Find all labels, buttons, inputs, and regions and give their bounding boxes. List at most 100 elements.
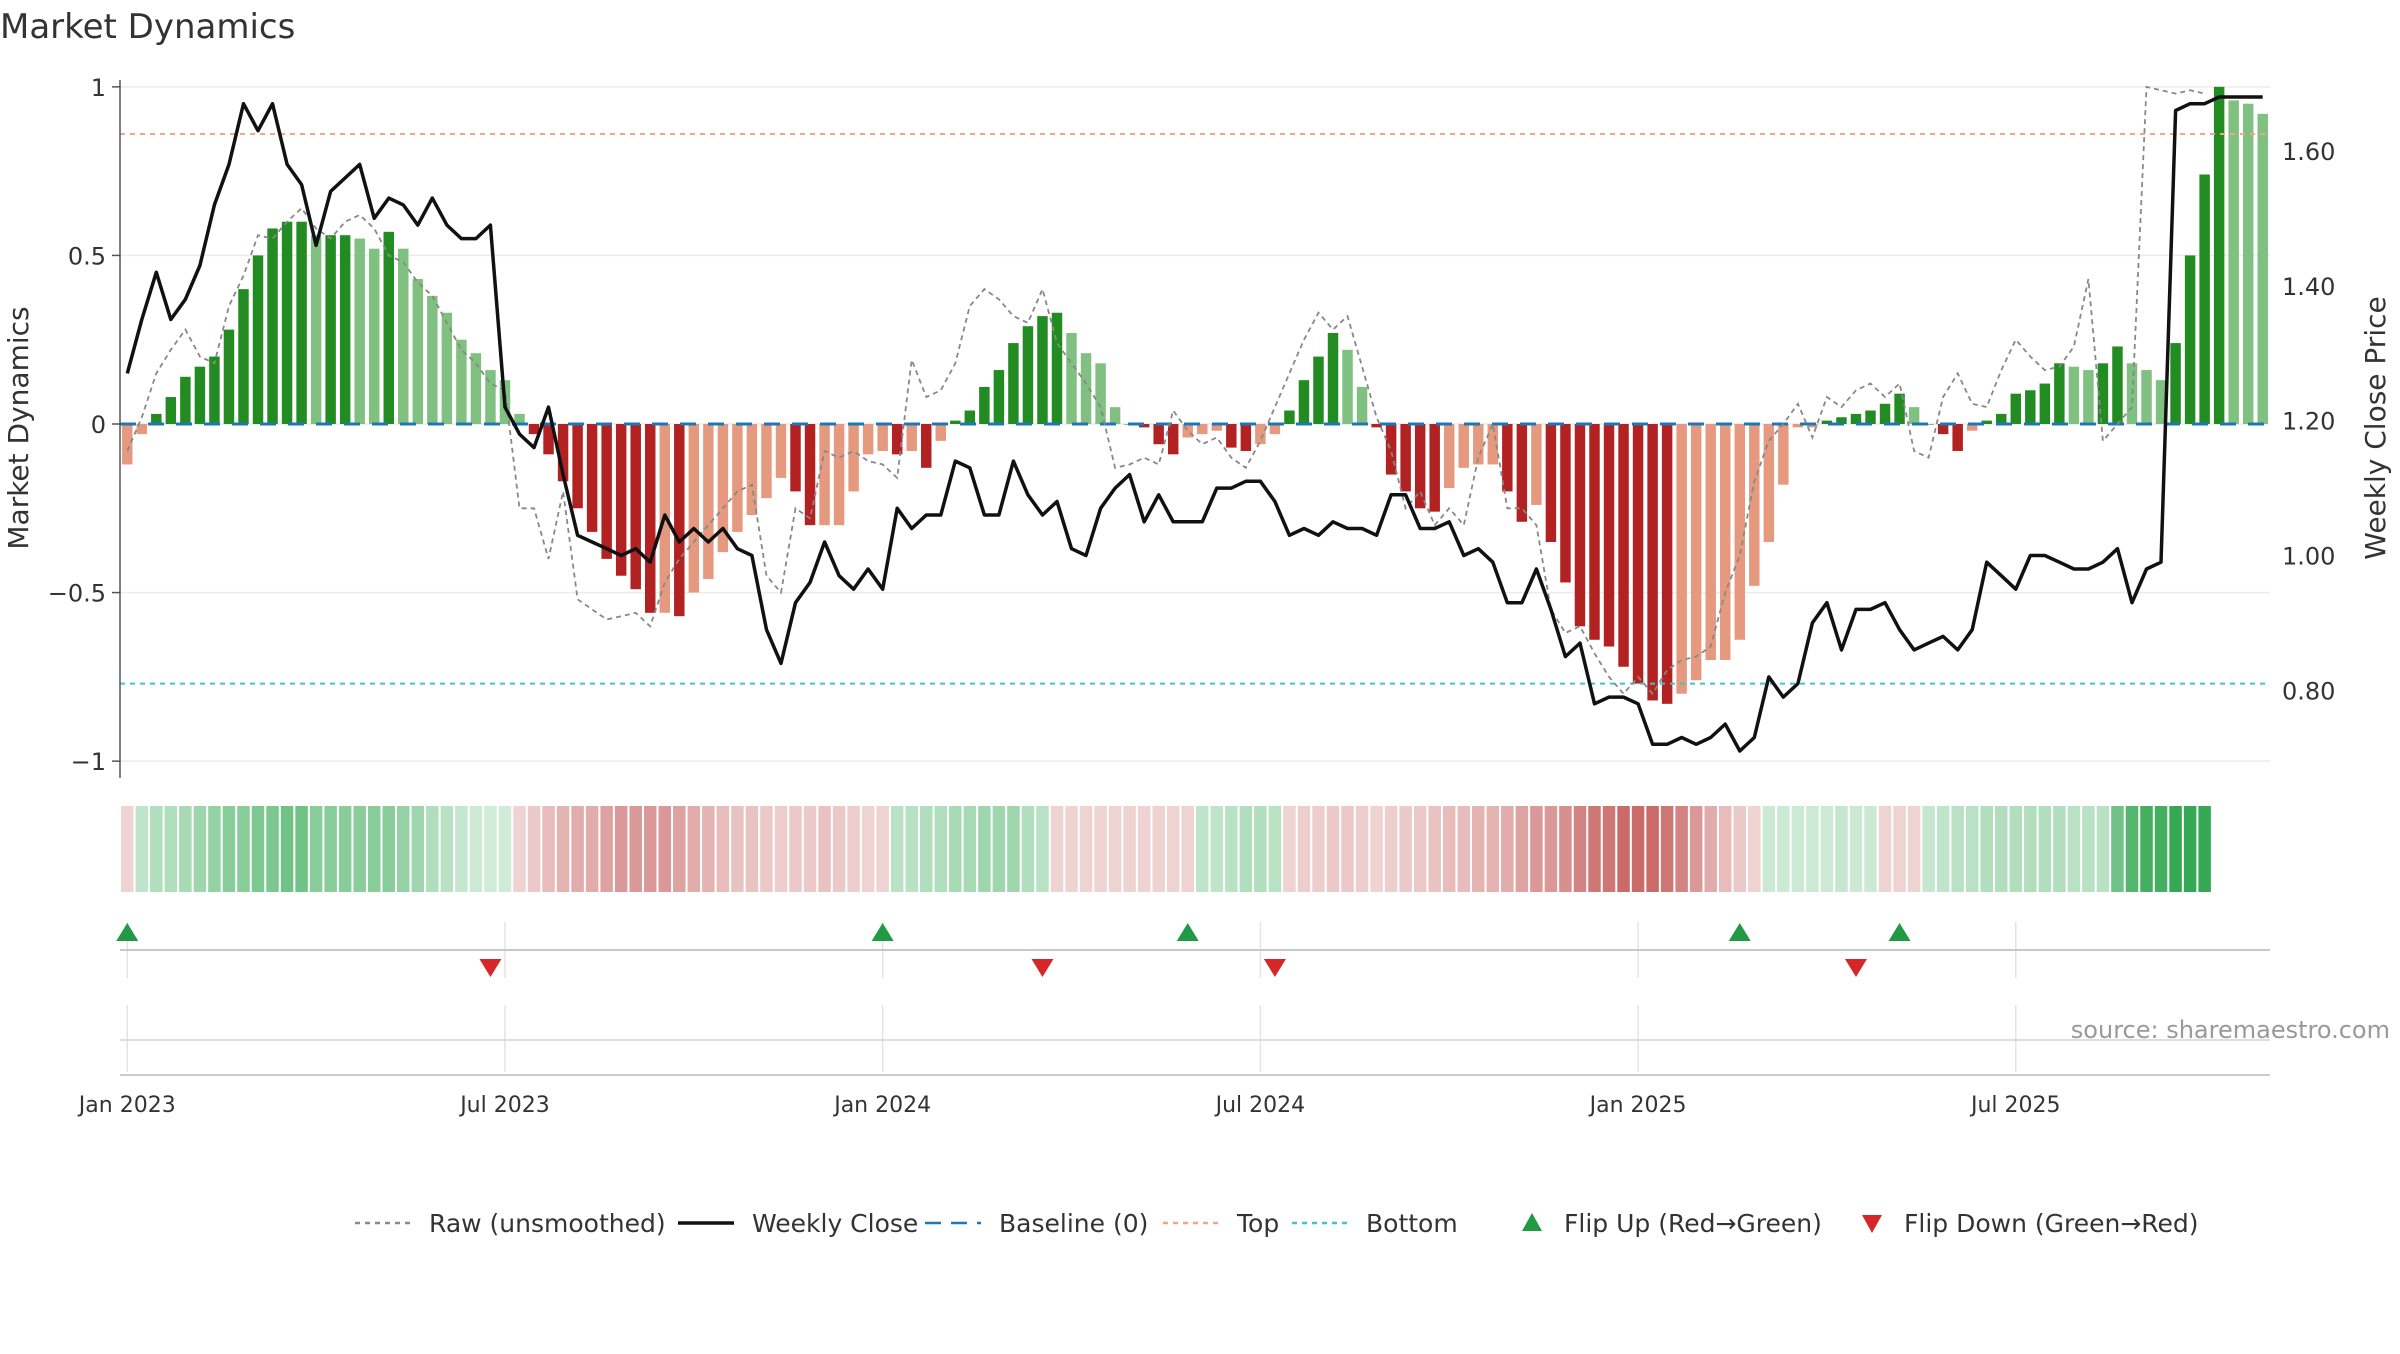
dynamics-bar [921, 424, 932, 468]
regime-cell [1297, 806, 1311, 892]
regime-cell [1181, 806, 1194, 892]
dynamics-bar [775, 424, 787, 478]
y-tick-label: 0.5 [68, 242, 106, 270]
regime-cell [978, 806, 991, 892]
regime-cell [1791, 806, 1805, 892]
dynamics-bar [2054, 363, 2065, 424]
dynamics-bar [456, 339, 467, 424]
weekly-close-line [125, 95, 2263, 753]
dynamics-bar [1720, 424, 1731, 660]
dynamics-bar [1821, 420, 1833, 424]
regime-cell [280, 806, 294, 892]
dynamics-bar [412, 279, 424, 424]
dynamics-bar [761, 424, 772, 499]
dynamics-bar [1269, 424, 1281, 435]
legend-label-baseline: Baseline (0) [999, 1209, 1148, 1238]
dynamics-bar [528, 424, 540, 435]
regime-cell [1079, 806, 1093, 892]
regime-cell [1486, 806, 1500, 892]
dynamics-bar [122, 424, 133, 465]
dynamics-bar [368, 248, 380, 424]
regime-cell [1675, 806, 1688, 892]
dynamics-bar [1661, 424, 1673, 704]
dynamics-bar [1589, 424, 1600, 640]
regime-cell [1631, 806, 1645, 892]
dynamics-bar [1429, 424, 1440, 512]
regime-cell [1980, 806, 1993, 892]
dynamics-bar [514, 413, 525, 424]
dynamics-bar [1473, 424, 1484, 465]
dynamics-bar [1385, 424, 1397, 475]
legend-label-close: Weekly Close [752, 1209, 918, 1238]
dynamics-bar [180, 376, 191, 424]
regime-cell [1588, 806, 1601, 892]
dynamics-bar [1937, 424, 1949, 435]
dynamics-bar [1792, 424, 1804, 428]
dynamics-bar [674, 424, 685, 617]
regime-cell [1457, 806, 1470, 892]
dynamics-bar [964, 410, 976, 424]
dynamics-bar [1705, 424, 1716, 660]
dynamics-bar [2170, 343, 2181, 424]
dynamics-bar [2010, 393, 2022, 424]
regime-cell [1036, 806, 1049, 892]
regime-cell [338, 806, 352, 892]
dynamics-bar [1502, 424, 1513, 492]
regime-cell [1704, 806, 1717, 892]
regime-cell [1254, 806, 1267, 892]
regime-cell [1835, 806, 1848, 892]
regime-cell [1515, 806, 1529, 892]
dynamics-bar [1531, 424, 1542, 505]
dynamics-bar [1908, 407, 1920, 424]
dynamics-bar [1182, 424, 1193, 438]
regime-cell [382, 806, 395, 892]
regime-cell [135, 806, 149, 892]
legend-label-flip_up: Flip Up (Red→Green) [1564, 1209, 1822, 1238]
dynamics-bar [645, 424, 656, 613]
x-tick-label: Jan 2025 [1588, 1093, 1687, 1118]
dynamics-bar [2257, 113, 2268, 424]
regime-cell [673, 806, 686, 892]
regime-cell [1501, 806, 1514, 892]
dynamics-bar [586, 424, 598, 532]
regime-cell [1341, 806, 1354, 892]
regime-cell [237, 806, 250, 892]
flip-down-marker [1031, 959, 1054, 977]
regime-cell [208, 806, 221, 892]
dynamics-bar [1327, 332, 1339, 424]
regime-cell [2111, 806, 2124, 892]
regime-cell [600, 806, 613, 892]
regime-cell [1225, 806, 1238, 892]
regime-cell [440, 806, 454, 892]
regime-cell [832, 806, 846, 892]
dynamics-bar [630, 424, 641, 590]
dynamics-bar [848, 424, 859, 492]
raw-unsmoothed-line [126, 85, 2205, 696]
dynamics-bar [1008, 343, 1019, 424]
dynamics-bar [1037, 316, 1048, 424]
dynamics-bar [1865, 410, 1876, 424]
dynamics-bar [572, 424, 583, 509]
dynamics-bar [1342, 349, 1353, 424]
legend-swatch-flip_up [1522, 1213, 1542, 1231]
regime-cell [2067, 806, 2081, 892]
regime-cell [426, 806, 439, 892]
regime-cell [1718, 806, 1732, 892]
regime-cell [1762, 806, 1776, 892]
regime-cell [1007, 806, 1020, 892]
dynamics-bar [354, 238, 365, 424]
dynamics-bar [470, 353, 482, 424]
dynamics-bar [485, 370, 496, 424]
dynamics-bar [151, 413, 162, 424]
regime-cell [2038, 806, 2052, 892]
dynamics-bar [1807, 424, 1818, 428]
dynamics-bar [1632, 424, 1644, 684]
regime-cell [1689, 806, 1703, 892]
regime-cell [2053, 806, 2066, 892]
regime-cell [469, 806, 483, 892]
regime-cell [1733, 806, 1747, 892]
regime-cell [1312, 806, 1325, 892]
dynamics-bar [2141, 370, 2152, 424]
dynamics-bar [2213, 86, 2225, 424]
dynamics-bar [557, 424, 569, 482]
